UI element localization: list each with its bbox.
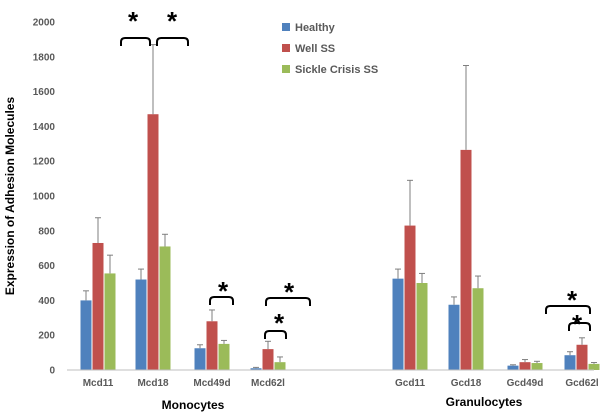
bar-well-ss-gcd49d	[519, 362, 531, 370]
y-axis-ticks: 0 200 400 600 800 1000 1200 1400 1600 1800 2000	[33, 18, 56, 377]
group-labels: Monocytes Granulocytes	[162, 395, 523, 412]
y-tick-label: 600	[38, 261, 55, 272]
legend-swatch	[282, 23, 290, 31]
bar-well-ss-mcd18	[147, 114, 159, 370]
bar-well-ss-mcd11	[92, 242, 104, 370]
y-tick-label: 0	[49, 366, 55, 377]
bar-sickle-crisis-ss-mcd11	[104, 273, 116, 370]
category-label: Gcd18	[451, 378, 482, 389]
bar-well-ss-gcd62l	[576, 344, 588, 370]
significance-asterisk: *	[167, 6, 178, 36]
bar-well-ss-mcd62l	[262, 349, 274, 370]
bar-well-ss-mcd49d	[206, 321, 218, 370]
category-label: Gcd62l	[565, 378, 599, 389]
group-label: Monocytes	[162, 398, 225, 412]
significance-bracket	[568, 322, 591, 331]
y-tick-label: 400	[38, 296, 55, 307]
significance-annotations: * **** **	[120, 6, 591, 339]
legend-swatch	[282, 65, 290, 73]
bar-sickle-crisis-ss-gcd18	[472, 288, 484, 370]
significance-bracket	[545, 305, 591, 314]
significance-asterisk: *	[284, 277, 295, 307]
category-label: Gcd11	[395, 378, 425, 389]
bar-healthy-gcd11	[392, 278, 404, 370]
group-label: Granulocytes	[446, 395, 523, 409]
significance-bracket	[156, 37, 189, 46]
error-bars	[83, 44, 597, 369]
bars	[80, 114, 600, 370]
significance-bracket	[264, 330, 287, 339]
category-label: Mcd62l	[251, 378, 285, 389]
category-label: Mcd49d	[193, 378, 230, 389]
category-labels: Mcd11 Mcd18 Mcd49d Mcd62l Gcd11 Gcd18 Gcd49d Gc…	[83, 378, 599, 389]
legend-label: Healthy	[295, 22, 336, 34]
legend: Healthy Well SS Sickle Crisis SS	[282, 22, 378, 76]
y-axis-title-group: Expression of Adhesion Molecules	[3, 97, 17, 296]
significance-asterisk: *	[572, 309, 583, 339]
y-tick-label: 1000	[33, 192, 56, 203]
significance-asterisk: *	[128, 6, 139, 36]
category-label: Mcd11	[83, 378, 114, 389]
y-tick-label: 800	[38, 226, 55, 237]
y-tick-label: 1400	[33, 122, 56, 133]
bar-sickle-crisis-ss-mcd49d	[218, 343, 230, 370]
bar-healthy-gcd49d	[507, 365, 519, 370]
bar-healthy-gcd18	[448, 304, 460, 370]
y-tick-label: 2000	[33, 18, 56, 29]
significance-asterisk: *	[274, 308, 285, 338]
legend-label: Well SS	[295, 43, 335, 55]
significance-bracket	[265, 297, 311, 306]
bar-healthy-mcd62l	[250, 368, 262, 370]
category-label: Gcd49d	[507, 378, 544, 389]
significance-asterisk: *	[218, 276, 229, 306]
legend-swatch	[282, 44, 290, 52]
bar-sickle-crisis-ss-gcd11	[416, 283, 428, 370]
y-tick-label: 1600	[33, 87, 56, 98]
bar-sickle-crisis-ss-gcd62l	[588, 363, 600, 370]
bar-sickle-crisis-ss-mcd18	[159, 246, 171, 370]
bar-healthy-mcd49d	[194, 348, 206, 370]
bar-sickle-crisis-ss-gcd49d	[531, 363, 543, 370]
significance-asterisk: *	[567, 285, 578, 315]
y-axis-title: Expression of Adhesion Molecules	[3, 97, 17, 296]
bar-healthy-gcd62l	[564, 355, 576, 370]
y-tick-label: 1200	[33, 157, 56, 168]
significance-bracket	[120, 37, 151, 46]
bar-well-ss-gcd11	[404, 225, 416, 370]
y-tick-label: 200	[38, 331, 55, 342]
significance-bracket	[209, 296, 234, 305]
bar-well-ss-gcd18	[460, 149, 472, 370]
bar-sickle-crisis-ss-mcd62l	[274, 362, 286, 370]
legend-label: Sickle Crisis SS	[295, 64, 378, 76]
category-label: Mcd18	[137, 378, 169, 389]
bar-healthy-mcd18	[135, 279, 147, 370]
y-tick-label: 1800	[33, 52, 56, 63]
bar-healthy-mcd11	[80, 300, 92, 370]
